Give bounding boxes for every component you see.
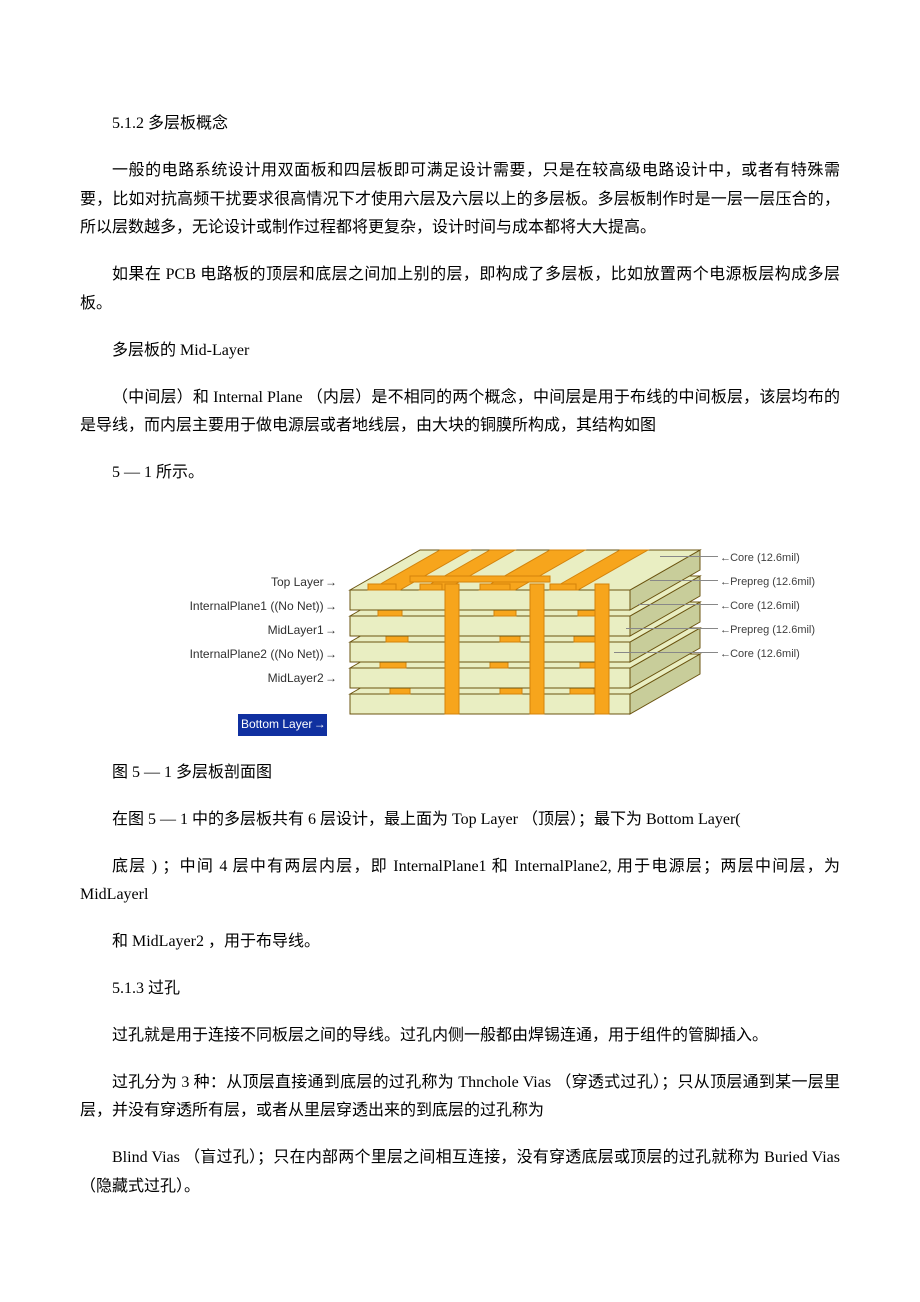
diagram-right-labels: Core (12.6mil) Prepreg (12.6mil) Core (1… <box>720 546 830 666</box>
material-label: Prepreg (12.6mil) <box>720 618 830 642</box>
diagram-left-labels: Top Layer InternalPlane1 ((No Net)) MidL… <box>140 570 335 690</box>
leader-line <box>660 556 718 557</box>
layer-label: InternalPlane2 ((No Net)) <box>140 642 335 666</box>
paragraph: 和 MidLayer2 ，用于布导线。 <box>80 928 840 957</box>
paragraph: 5 — 1 所示。 <box>80 459 840 488</box>
material-label: Core (12.6mil) <box>720 594 830 618</box>
layer-label: MidLayer2 <box>140 666 335 690</box>
pcb-cross-section-diagram: Top Layer InternalPlane1 ((No Net)) MidL… <box>140 506 830 751</box>
pcb-svg <box>340 514 710 734</box>
layer-label: MidLayer1 <box>140 618 335 642</box>
paragraph: 一般的电路系统设计用双面板和四层板即可满足设计需要，只是在较高级电路设计中，或者… <box>80 157 840 243</box>
paragraph: 多层板的 Mid-Layer <box>80 337 840 366</box>
paragraph: 底层 ) ；中间 4 层中有两层内层，即 InternalPlane1 和 In… <box>80 853 840 911</box>
leader-line <box>626 628 718 629</box>
paragraph: 过孔分为 3 种：从顶层直接通到底层的过孔称为 Thnchole Vias （穿… <box>80 1069 840 1127</box>
section-heading-513: 5.1.3 过孔 <box>80 975 840 1004</box>
layer-label: InternalPlane1 ((No Net)) <box>140 594 335 618</box>
bottom-layer-label: Bottom Layer <box>238 714 327 736</box>
material-label: Prepreg (12.6mil) <box>720 570 830 594</box>
material-label: Core (12.6mil) <box>720 546 830 570</box>
pcb-svg-container <box>340 514 710 734</box>
figure-caption: 图 5 — 1 多层板剖面图 <box>80 759 840 788</box>
material-label: Core (12.6mil) <box>720 642 830 666</box>
leader-line <box>650 580 718 581</box>
paragraph: 在图 5 — 1 中的多层板共有 6 层设计，最上面为 Top Layer （顶… <box>80 806 840 835</box>
leader-line <box>614 652 718 653</box>
document-page: 5.1.2 多层板概念 一般的电路系统设计用双面板和四层板即可满足设计需要，只是… <box>0 0 920 1280</box>
paragraph: 过孔就是用于连接不同板层之间的导线。过孔内侧一般都由焊锡连通，用于组件的管脚插入… <box>80 1022 840 1051</box>
paragraph: 如果在 PCB 电路板的顶层和底层之间加上别的层，即构成了多层板，比如放置两个电… <box>80 261 840 319</box>
paragraph: （中间层）和 Internal Plane （内层）是不相同的两个概念，中间层是… <box>80 384 840 442</box>
section-heading-512: 5.1.2 多层板概念 <box>80 110 840 139</box>
paragraph: Blind Vias （盲过孔）；只在内部两个里层之间相互连接，没有穿透底层或顶… <box>80 1144 840 1202</box>
layer-label: Top Layer <box>140 570 335 594</box>
leader-line <box>638 604 718 605</box>
